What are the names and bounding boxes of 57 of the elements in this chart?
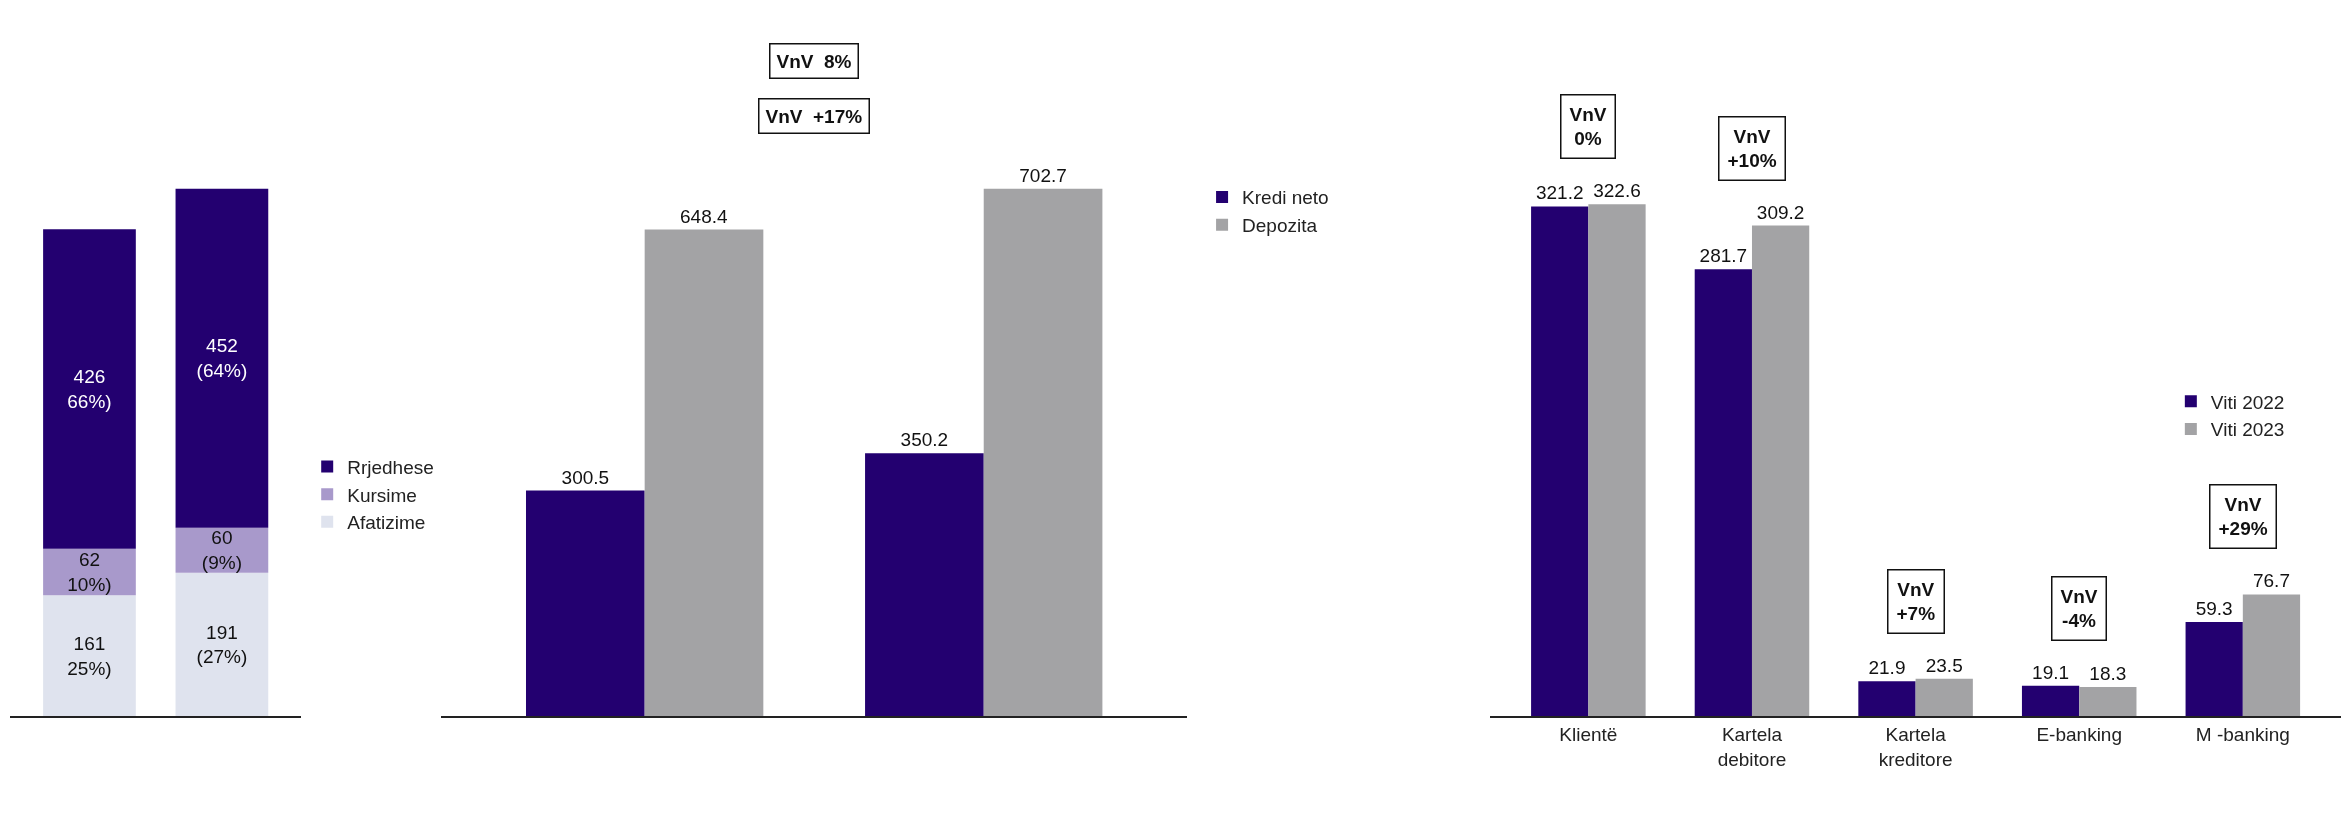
data-label: 281.7 [1699,245,1748,267]
bar [2021,685,2080,717]
text: VnV 8% [776,50,852,72]
annotation: VnV +7% [1896,578,1936,625]
x-tick-label: Kartela debitore [1717,723,1787,770]
data-label: 18.3 [2089,663,2127,685]
bar [1588,204,1646,717]
data-label: 309.2 [1756,201,1805,223]
bar [175,572,269,717]
x-tick-label: Kartela kreditore [1878,723,1953,770]
bar [43,229,136,549]
data-label: 21.9 [1868,657,1906,679]
x-tick-label: E-banking [2036,723,2122,745]
legend-label: Viti 2023 [2210,419,2285,441]
legend-label: Depozita [1242,215,1318,237]
data-label: 62 10%) [67,549,112,595]
bar [175,188,269,528]
data-label: 452 (64%) [196,335,248,382]
text: VnV 0% [1569,103,1607,150]
legend-label: Viti 2022 [2210,391,2285,413]
text: VnV +17% [765,105,863,127]
data-label: 161 25%) [67,632,112,679]
data-label: 19.1 [2032,661,2070,683]
bar [2079,687,2137,717]
legend-label: Afatizime [347,512,426,534]
data-label: 426 66%) [67,366,112,412]
legend-label: Kredi neto [1242,187,1329,209]
legend-label: Rrjedhese [347,456,434,478]
data-label: 321.2 [1535,182,1584,204]
data-label: 702.7 [1019,164,1067,186]
data-label: 322.6 [1593,180,1641,202]
annotation: VnV +29% [2218,493,2268,540]
data-label: 300.5 [561,466,610,488]
bar [1751,225,1810,717]
data-label: 23.5 [1925,654,1963,676]
bar [1531,206,1589,717]
data-label: 191 (27%) [196,621,248,668]
data-label: 350.2 [900,429,949,451]
bar [2185,622,2243,717]
x-tick-label: Klientë [1559,723,1618,745]
bar [983,188,1103,717]
bar [1858,681,1916,717]
data-label: 648.4 [680,205,728,227]
annotation: VnV -4% [2060,585,2098,632]
data-label: 76.7 [2252,570,2290,592]
data-label: 60 (9%) [201,527,242,574]
bar [525,490,645,717]
data-label: 59.3 [2195,598,2233,619]
bar [1694,269,1752,717]
bar [43,595,136,717]
bar [644,229,764,717]
legend-label: Kursime [347,484,417,506]
bar [2242,594,2301,717]
bar [1915,678,1973,717]
text: VnV +10% [1727,125,1777,172]
bar [865,453,984,717]
x-tick-label: M -banking [2195,723,2290,745]
